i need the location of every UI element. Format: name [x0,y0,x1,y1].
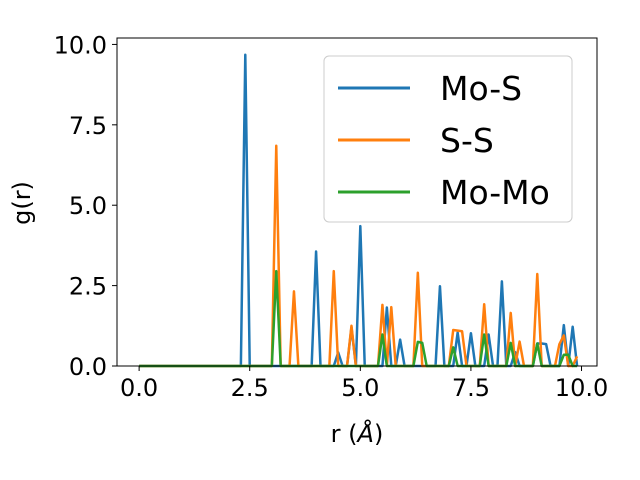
x-axis: 0.0 2.5 5.0 7.5 10.0 [120,366,608,402]
y-tick-label: 10.0 [54,31,107,59]
plot-area [116,37,598,368]
y-tick-label: 5.0 [69,192,107,220]
axes-frame [116,37,598,367]
x-tick-label: 7.5 [452,374,490,402]
legend-label-mo-s: Mo-S [440,69,522,108]
x-tick-label: 0.0 [120,374,158,402]
x-axis-label: r (Å) [331,419,384,448]
x-tick-label: 2.5 [231,374,269,402]
x-tick-label: 10.0 [555,374,608,402]
x-tick-label: 5.0 [341,374,379,402]
y-axis-label: g(r) [8,181,36,225]
y-tick-label: 0.0 [69,353,107,381]
legend: Mo-S S-S Mo-Mo [323,55,573,223]
legend-label-mo-mo: Mo-Mo [440,173,550,212]
legend-label-s-s: S-S [440,121,494,160]
y-axis: 0.0 2.5 5.0 7.5 10.0 [54,31,117,381]
y-tick-label: 2.5 [69,273,107,301]
y-tick-label: 7.5 [69,112,107,140]
legend-box [323,55,573,223]
x-axis-label-symbol: Å [356,419,374,448]
